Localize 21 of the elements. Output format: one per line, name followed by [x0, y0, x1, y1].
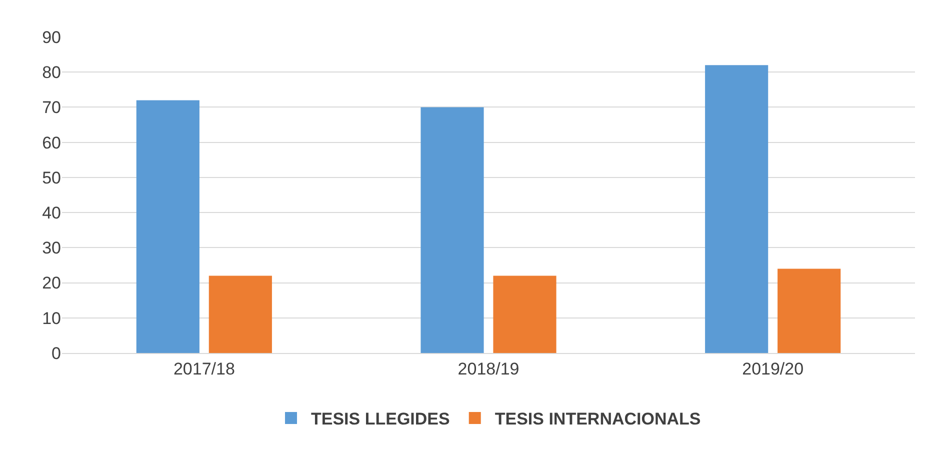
bar	[778, 268, 841, 353]
bar	[705, 65, 768, 353]
bar	[493, 276, 556, 353]
bar	[136, 100, 200, 353]
y-tick-label: 40	[42, 204, 61, 223]
y-tick-label: 50	[42, 168, 61, 188]
y-tick-label: 30	[42, 238, 61, 258]
y-tick-label: 90	[42, 28, 61, 47]
x-tick-label: 2017/18	[173, 359, 235, 378]
y-tick-label: 80	[42, 63, 61, 82]
legend-label: TESIS INTERNACIONALS	[494, 410, 701, 429]
y-tick-label: 20	[42, 274, 61, 293]
y-tick-label: 10	[42, 308, 61, 328]
bar	[208, 276, 272, 353]
y-tick-label: 0	[52, 344, 61, 363]
y-tick-label: 60	[42, 133, 61, 152]
x-tick-label: 2018/19	[458, 359, 520, 378]
x-tick-label: 2019/20	[742, 359, 804, 378]
legend-label: TESIS LLEGIDES	[311, 410, 450, 429]
bar	[420, 107, 484, 353]
y-tick-label: 70	[42, 98, 61, 118]
